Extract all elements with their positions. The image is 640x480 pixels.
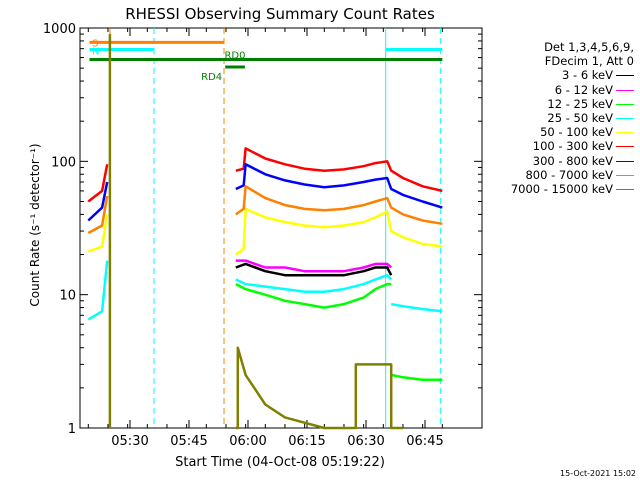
series-line bbox=[235, 207, 443, 256]
series-line bbox=[235, 163, 443, 209]
x-tick-label: 05:30 bbox=[111, 434, 148, 449]
legend-swatch bbox=[616, 160, 634, 162]
legend-entry-label: 300 - 800 keV bbox=[532, 153, 613, 168]
legend-entry: 3 - 6 keV bbox=[486, 68, 634, 82]
legend-entry: 12 - 25 keV bbox=[486, 97, 634, 111]
series-line bbox=[390, 373, 443, 382]
y-tick-label: 100 bbox=[51, 155, 76, 170]
y-tick-label: 10 bbox=[59, 289, 76, 304]
state-bar-label: N bbox=[92, 46, 99, 57]
legend-entry: 300 - 800 keV bbox=[486, 154, 634, 168]
series-line bbox=[235, 273, 393, 294]
x-tick-label: 06:15 bbox=[288, 434, 325, 449]
legend-entry: 800 - 7000 keV bbox=[486, 168, 634, 182]
series-line bbox=[87, 214, 109, 253]
y-tick-label: 1 bbox=[68, 422, 76, 437]
legend-swatch bbox=[616, 146, 634, 148]
x-tick-label: 06:00 bbox=[229, 434, 266, 449]
legend: Det 1,3,4,5,6,9, FDecim 1, Att 0 3 - 6 k… bbox=[486, 40, 634, 196]
legend-swatch bbox=[616, 189, 634, 191]
series-line bbox=[235, 147, 443, 193]
legend-swatch bbox=[616, 89, 634, 91]
series-line bbox=[235, 259, 393, 273]
plot-area: 1 10 100 1000 05:30 05:45 06:00 06:15 06:30 06:45… bbox=[43, 22, 483, 449]
legend-entry: 7000 - 15000 keV bbox=[486, 182, 634, 196]
legend-header-line-1: Det 1,3,4,5,6,9, bbox=[544, 40, 634, 54]
state-bar-label: RD4 bbox=[201, 72, 222, 83]
chart-title: RHESSI Observing Summary Count Rates bbox=[125, 5, 435, 23]
series-line bbox=[87, 195, 109, 235]
legend-entry-label: 7000 - 15000 keV bbox=[510, 182, 613, 197]
legend-swatch bbox=[616, 103, 634, 105]
plot-frame bbox=[79, 27, 483, 429]
y-tick-label: 1000 bbox=[43, 22, 76, 37]
legend-entries: 3 - 6 keV 6 - 12 keV 12 - 25 keV 25 - 50 ke… bbox=[486, 68, 634, 196]
legend-swatch bbox=[616, 174, 634, 176]
legend-entry: 100 - 300 keV bbox=[486, 139, 634, 153]
series-line bbox=[235, 185, 443, 226]
legend-entry-label: 100 - 300 keV bbox=[532, 139, 613, 154]
legend-entry-label: 800 - 7000 keV bbox=[525, 167, 613, 182]
legend-header-line-2: FDecim 1, Att 0 bbox=[544, 54, 634, 69]
x-tick-label: 06:45 bbox=[406, 434, 443, 449]
legend-swatch bbox=[616, 75, 634, 77]
footer-timestamp: 15-Oct-2021 15:02 bbox=[560, 469, 636, 478]
x-tick-label: 06:30 bbox=[347, 434, 384, 449]
state-bar-label: S bbox=[92, 38, 98, 49]
series-line bbox=[87, 260, 109, 321]
y-axis-label: Count Rate (s⁻¹ detector⁻¹) bbox=[28, 143, 42, 306]
series-line bbox=[390, 302, 443, 313]
legend-entry: 50 - 100 keV bbox=[486, 125, 634, 139]
legend-entry: 6 - 12 keV bbox=[486, 83, 634, 97]
series-line bbox=[87, 181, 109, 222]
series-line bbox=[235, 282, 392, 309]
legend-swatch bbox=[616, 118, 634, 120]
state-bar-label: RD0 bbox=[224, 51, 245, 62]
series-line bbox=[235, 262, 393, 277]
series-line bbox=[235, 346, 403, 430]
legend-swatch bbox=[616, 132, 634, 134]
x-tick-label: 05:45 bbox=[170, 434, 207, 449]
legend-entry-label: 3 - 6 keV bbox=[562, 68, 613, 83]
legend-entry-label: 50 - 100 keV bbox=[540, 125, 613, 140]
legend-entry-label: 12 - 25 keV bbox=[547, 96, 613, 111]
legend-entry-label: 6 - 12 keV bbox=[554, 82, 613, 97]
x-axis-label: Start Time (04-Oct-08 05:19:22) bbox=[175, 455, 385, 470]
legend-entry-label: 25 - 50 keV bbox=[547, 111, 613, 126]
legend-entry: 25 - 50 keV bbox=[486, 111, 634, 125]
series-line bbox=[87, 164, 109, 203]
